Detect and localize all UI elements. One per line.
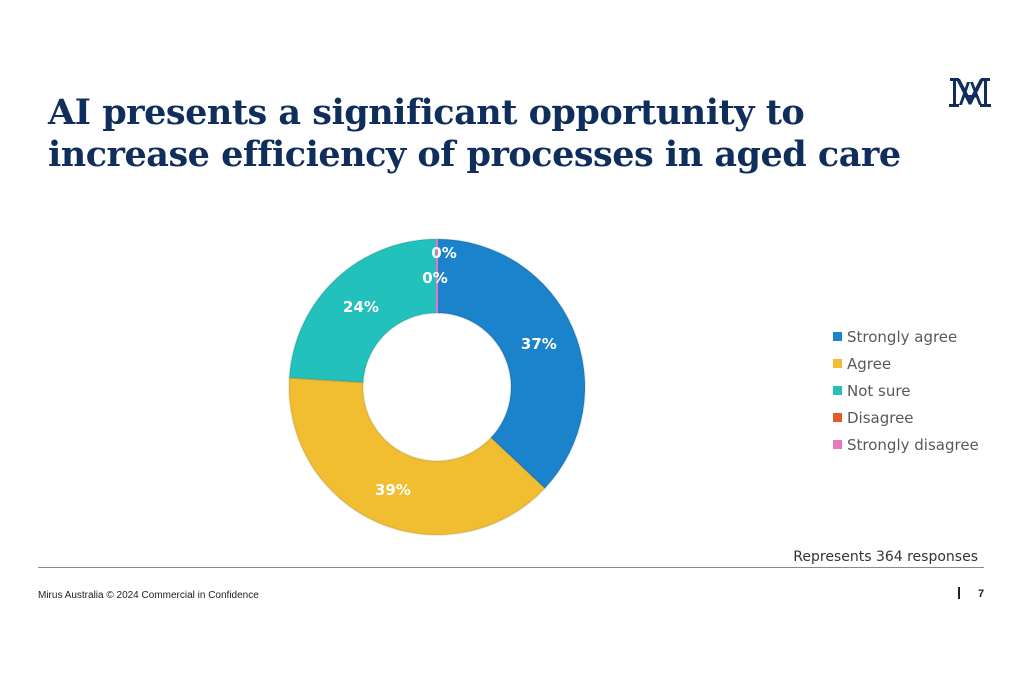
footer-divider [38,567,984,568]
data-label: 0% [422,269,447,287]
legend-swatch [833,413,842,422]
legend-label: Disagree [847,408,914,427]
legend-swatch [833,332,842,341]
responses-note: Represents 364 responses [793,549,978,565]
legend: Strongly agree Agree Not sure Disagree Stron… [833,323,979,458]
legend-label: Strongly agree [847,327,958,346]
footer-separator [958,587,960,599]
slice-strongly-agree [436,237,586,490]
mirus-logo [949,78,991,107]
slide-title: AI presents a significant opportunity to… [48,92,901,175]
legend-label: Strongly disagree [847,435,979,454]
footer-text: Mirus Australia © 2024 Commercial in Con… [38,590,259,601]
legend-swatch [833,440,842,449]
legend-item: Strongly disagree [833,431,979,458]
data-label: 24% [343,298,379,316]
page-number: 7 [978,588,985,600]
legend-swatch [833,386,842,395]
legend-label: Not sure [847,381,911,400]
data-label: 39% [375,481,411,499]
legend-item: Strongly agree [833,323,979,350]
slice-agree [288,376,547,536]
slice-not-sure [288,237,438,384]
legend-item: Not sure [833,377,979,404]
legend-item: Agree [833,350,979,377]
data-label: 0% [431,244,456,262]
legend-swatch [833,359,842,368]
data-label: 37% [521,335,557,353]
legend-label: Agree [847,354,892,373]
legend-item: Disagree [833,404,979,431]
